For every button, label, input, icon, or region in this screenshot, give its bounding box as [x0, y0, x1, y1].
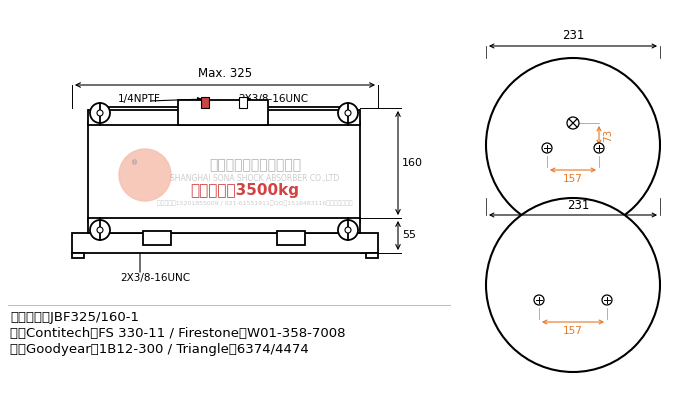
Circle shape — [567, 117, 579, 129]
Bar — [72, 233, 378, 253]
Text: SHANGHAI SONA SHOCK ABSORBER CO.,LTD: SHANGHAI SONA SHOCK ABSORBER CO.,LTD — [170, 173, 340, 182]
Circle shape — [90, 103, 110, 123]
Circle shape — [345, 227, 351, 233]
Text: 2X3/8-16UNC: 2X3/8-16UNC — [238, 94, 308, 104]
Text: 对应Goodyear：1B12-300 / Triangle：6374/4474: 对应Goodyear：1B12-300 / Triangle：6374/4474 — [10, 343, 309, 356]
Bar — [239, 97, 247, 108]
Circle shape — [90, 220, 110, 240]
Text: 1/4NPTF: 1/4NPTF — [118, 94, 161, 104]
Circle shape — [119, 149, 171, 201]
Circle shape — [594, 143, 604, 153]
Bar — [178, 100, 268, 125]
Bar — [143, 231, 171, 245]
Circle shape — [345, 110, 351, 116]
Text: 对应Contitech：FS 330-11 / Firestone：W01-358-7008: 对应Contitech：FS 330-11 / Firestone：W01-35… — [10, 327, 346, 340]
Circle shape — [486, 58, 660, 232]
FancyBboxPatch shape — [88, 107, 360, 236]
Text: 最大承载：3500kg: 最大承载：3500kg — [190, 184, 300, 198]
Bar — [201, 97, 209, 108]
Text: 157: 157 — [563, 326, 583, 336]
Bar — [72, 253, 84, 258]
Circle shape — [97, 227, 103, 233]
Text: 产品型号：JBF325/160-1: 产品型号：JBF325/160-1 — [10, 311, 139, 324]
Circle shape — [338, 220, 358, 240]
Circle shape — [97, 110, 103, 116]
Bar — [88, 218, 360, 233]
Text: 231: 231 — [567, 199, 589, 212]
Text: 73: 73 — [603, 129, 613, 142]
Text: Max. 325: Max. 325 — [198, 67, 252, 80]
Text: 上海松夏减震器有限公司: 上海松夏减震器有限公司 — [209, 158, 301, 172]
Circle shape — [602, 295, 612, 305]
Text: 2X3/8-16UNC: 2X3/8-16UNC — [120, 273, 190, 283]
Bar — [88, 110, 360, 125]
Circle shape — [534, 295, 544, 305]
Text: 联系方式：15201855009 / 021-61551911，QQ：1516483116，微信：回复加: 联系方式：15201855009 / 021-61551911，QQ：15164… — [158, 200, 353, 206]
Text: 55: 55 — [402, 231, 416, 241]
Text: 157: 157 — [563, 174, 583, 184]
Text: ®: ® — [132, 160, 139, 166]
Circle shape — [486, 198, 660, 372]
Bar — [277, 231, 305, 245]
Circle shape — [542, 143, 552, 153]
Bar — [366, 253, 378, 258]
Circle shape — [338, 103, 358, 123]
Text: 231: 231 — [562, 29, 584, 42]
Text: 160: 160 — [402, 158, 423, 168]
